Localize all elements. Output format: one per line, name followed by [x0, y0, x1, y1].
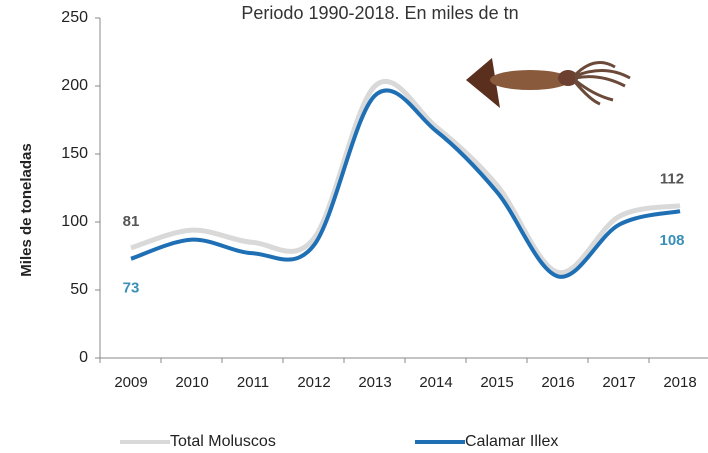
y-tick-label: 250 [61, 9, 88, 26]
x-tick-label: 2012 [297, 374, 330, 391]
y-tick-label: 50 [70, 281, 88, 298]
series-line [130, 78, 681, 275]
x-tick-label: 2013 [358, 374, 391, 391]
data-label: 81 [123, 213, 140, 230]
x-tick-label: 2010 [175, 374, 208, 391]
data-label: 73 [123, 280, 140, 297]
y-tick-label: 150 [61, 145, 88, 162]
x-tick-label: 2018 [663, 374, 696, 391]
x-tick-label: 2009 [114, 374, 147, 391]
y-axis-label: Miles de toneladas [18, 143, 35, 276]
legend-label: Total Moluscos [170, 433, 276, 450]
x-tick-label: 2015 [480, 374, 513, 391]
x-tick-label: 2017 [602, 374, 635, 391]
y-tick-label: 0 [79, 349, 88, 366]
series-line [130, 88, 681, 279]
y-tick-label: 200 [61, 77, 88, 94]
chart-title: Periodo 1990-2018. En miles de tn [241, 3, 518, 23]
data-label: 108 [659, 232, 684, 249]
x-tick-label: 2016 [541, 374, 574, 391]
data-label: 112 [660, 171, 684, 188]
legend-label: Calamar Illex [465, 433, 558, 450]
x-tick-label: 2011 [237, 374, 269, 391]
x-tick-label: 2014 [419, 374, 452, 391]
y-tick-label: 100 [61, 213, 88, 230]
squid-illustration [466, 58, 631, 108]
